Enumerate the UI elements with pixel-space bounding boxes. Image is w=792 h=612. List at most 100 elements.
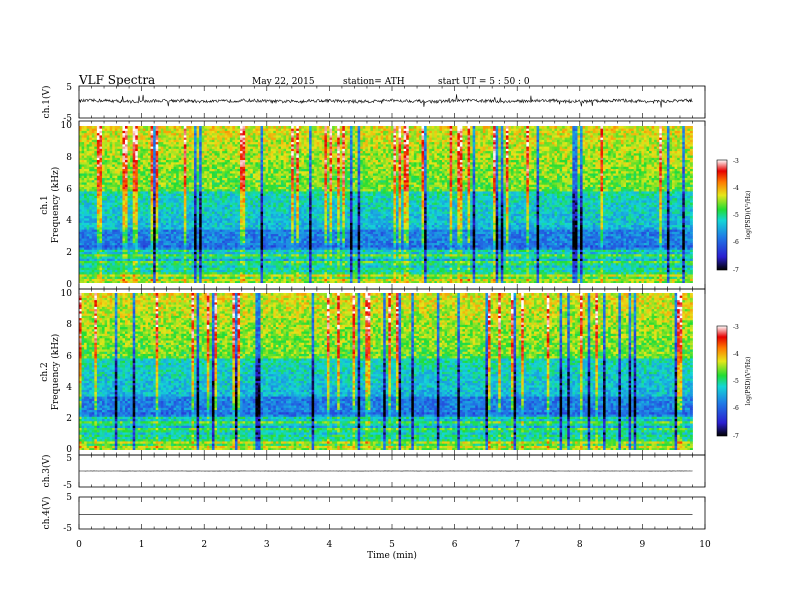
- spectrogram-cell: [102, 267, 105, 270]
- spectrogram-cell: [403, 278, 407, 282]
- spectrogram-cell: [521, 258, 525, 261]
- spectrogram-cell: [513, 258, 517, 261]
- spectrogram-cell: [96, 256, 100, 259]
- spectrogram-cell: [447, 240, 451, 244]
- spectrogram-cell: [355, 280, 359, 283]
- spectrogram-cell: [452, 267, 456, 270]
- spectrogram-cell: [487, 276, 491, 279]
- spectrogram-cell: [495, 256, 499, 259]
- spectrogram-cell: [122, 278, 126, 282]
- spectrogram-cell: [247, 280, 251, 283]
- spectrogram-cell: [362, 267, 366, 270]
- spectrogram-cell: [498, 260, 502, 264]
- spectrogram-cell: [480, 269, 484, 273]
- spectrogram-cell: [334, 271, 338, 275]
- spectrogram-cell: [569, 274, 573, 277]
- spectrogram-cell: [263, 267, 266, 270]
- spectrogram-cell: [163, 265, 167, 268]
- spectrogram-cell: [334, 256, 338, 259]
- spectrogram-cell: [613, 267, 617, 270]
- spectrogram-cell: [597, 276, 601, 279]
- spectrogram-cell: [204, 260, 208, 264]
- spectrogram-cell: [283, 249, 287, 252]
- spectrogram-cell: [426, 280, 430, 283]
- spectrogram-cell: [178, 258, 182, 261]
- spectrogram-cell: [623, 260, 627, 264]
- spectrogram-cell: [245, 262, 249, 266]
- spectrogram-cell: [582, 265, 586, 268]
- spectrogram-cell: [372, 240, 376, 244]
- spectrogram-cell: [229, 256, 233, 259]
- spectrogram-cell: [309, 276, 313, 279]
- spectrogram-cell: [265, 256, 269, 259]
- spectrogram-cell: [250, 256, 254, 259]
- spectrogram-cell: [408, 274, 412, 277]
- spectrogram-cell: [112, 258, 116, 261]
- spectrogram-cell: [109, 256, 113, 259]
- spectrogram-cell: [654, 265, 658, 268]
- spectrogram-cell: [385, 256, 389, 259]
- spectrogram-cell: [380, 258, 384, 261]
- spectrogram-cell: [370, 249, 374, 252]
- spectrogram-cell: [536, 258, 540, 261]
- spectrogram-cell: [510, 280, 514, 283]
- spectrogram-cell: [245, 260, 249, 264]
- spectrogram-cell: [252, 258, 256, 261]
- spectrogram-cell: [541, 267, 545, 270]
- spectrogram-cell: [477, 278, 481, 282]
- spectrogram-cell: [237, 240, 241, 244]
- spectrogram-cell: [424, 256, 428, 259]
- spectrogram-cell: [94, 269, 98, 273]
- spectrogram-cell: [418, 265, 422, 268]
- spectrogram-cell: [217, 267, 220, 270]
- spectrogram-cell: [633, 267, 637, 270]
- spectrogram-cell: [390, 276, 394, 279]
- spectrogram-cell: [293, 267, 297, 270]
- spectrogram-cell: [84, 265, 88, 268]
- spectrogram-cell: [495, 276, 499, 279]
- spectrogram-cell: [424, 249, 428, 252]
- spectrogram-cell: [413, 280, 417, 283]
- spectrogram-cell: [633, 265, 637, 268]
- spectrogram-cell: [206, 271, 210, 275]
- spectrogram-cell: [247, 269, 251, 273]
- spectrogram-cell: [408, 249, 412, 252]
- spectrogram-cell: [401, 240, 405, 244]
- spectrogram-cell: [127, 265, 131, 268]
- spectrogram-cell: [188, 265, 192, 268]
- spectrogram-cell: [459, 269, 463, 273]
- spectrogram-cell: [96, 278, 100, 282]
- spectrogram-cell: [217, 240, 220, 244]
- spectrogram-cell: [518, 274, 522, 277]
- spectrogram-cell: [557, 271, 560, 275]
- spectrogram-cell: [321, 256, 325, 259]
- spectrogram-cell: [554, 274, 558, 277]
- spectrogram-cell: [342, 240, 346, 244]
- spectrogram-cell: [273, 280, 277, 283]
- spectrogram-cell: [390, 240, 394, 244]
- spectrogram-cell: [636, 278, 640, 282]
- spectrogram-cell: [250, 269, 254, 273]
- spectrogram-cell: [280, 240, 284, 244]
- spectrogram-cell: [385, 249, 389, 252]
- spectrogram-cell: [206, 278, 210, 282]
- spectrogram-cell: [339, 258, 343, 261]
- spectrogram-cell: [375, 262, 379, 266]
- spectrogram-cell: [659, 280, 663, 283]
- spectrogram-cell: [631, 274, 635, 277]
- spectrogram-cell: [510, 274, 514, 277]
- spectrogram-cell: [467, 265, 471, 268]
- spectrogram-cell: [176, 278, 180, 282]
- spectrogram-cell: [219, 267, 223, 270]
- spectrogram-cell: [472, 269, 476, 273]
- spectrogram-cell: [219, 262, 223, 266]
- spectrogram-cell: [454, 276, 458, 279]
- spectrogram-cell: [674, 271, 678, 275]
- spectrogram-cell: [462, 271, 466, 275]
- spectrogram-cell: [337, 280, 341, 283]
- spectrogram-cell: [107, 276, 111, 279]
- spectrogram-cell: [145, 258, 149, 261]
- spectrogram-cell: [574, 240, 578, 244]
- spectrogram-cell: [275, 271, 279, 275]
- spectrogram-cell: [383, 278, 387, 282]
